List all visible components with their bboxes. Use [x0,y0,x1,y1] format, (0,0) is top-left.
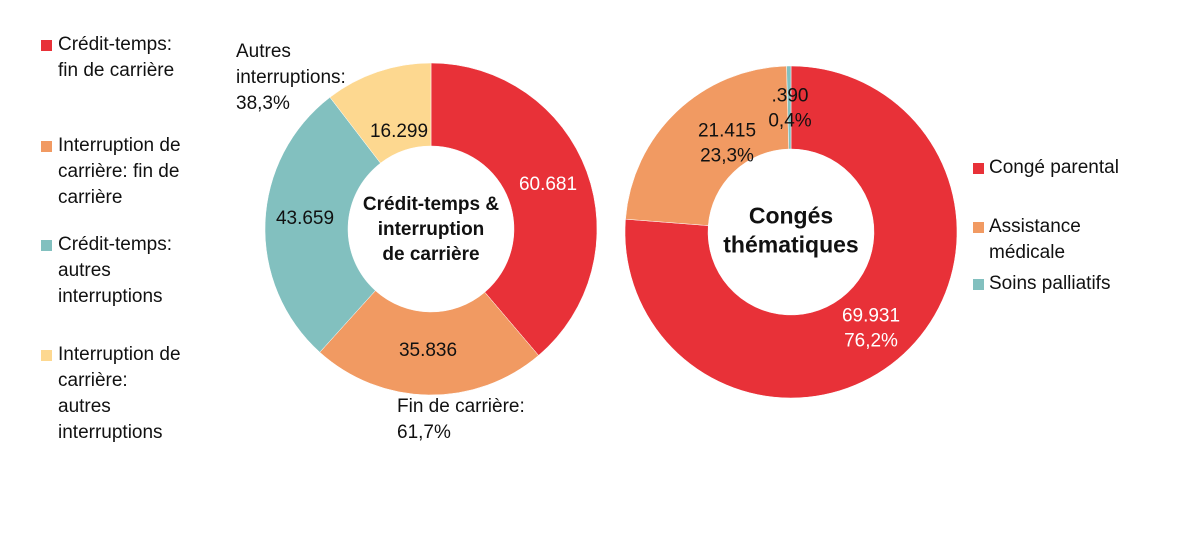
donut-slice [786,65,792,150]
legend-swatch [973,222,984,233]
center-label: Crédit-temps & interruption de carrière [363,194,499,265]
legend-swatch [973,163,984,174]
donut-slice [329,62,432,164]
data-label: 35.836 [399,340,457,361]
legend-label: Crédit-temps: fin de carrière [58,34,175,81]
donut-slice [264,96,381,353]
donut-slice [319,290,539,396]
center-label: Congés thématiques [723,203,858,258]
legend-swatch [41,141,52,152]
legend-label: Interruption de carrière: autres interrupti… [58,344,181,443]
data-label: 69.931 76,2% [842,306,900,352]
annotation: Autres interruptions: 38,3% [236,41,346,114]
legend-swatch [41,40,52,51]
legend-label: Soins palliatifs [989,273,1111,294]
legend-label: Crédit-temps: autres interruptions [58,234,173,307]
donut-slice [430,62,598,356]
data-label: 60.681 [519,174,577,195]
data-label: 43.659 [276,208,334,229]
legend-swatch [41,240,52,251]
donut-slice [624,65,958,399]
data-label: .390 0,4% [768,86,811,132]
data-label: 21.415 23,3% [698,121,756,167]
annotation: Fin de carrière: 61,7% [397,396,525,443]
data-label: 16.299 [370,121,428,142]
legend-swatch [41,350,52,361]
legend-swatch [973,279,984,290]
donut-slice [625,65,790,226]
legend-label: Assistance médicale [989,216,1081,263]
legend-label: Interruption de carrière: fin de carrière [58,135,181,208]
legend-label: Congé parental [989,157,1119,178]
